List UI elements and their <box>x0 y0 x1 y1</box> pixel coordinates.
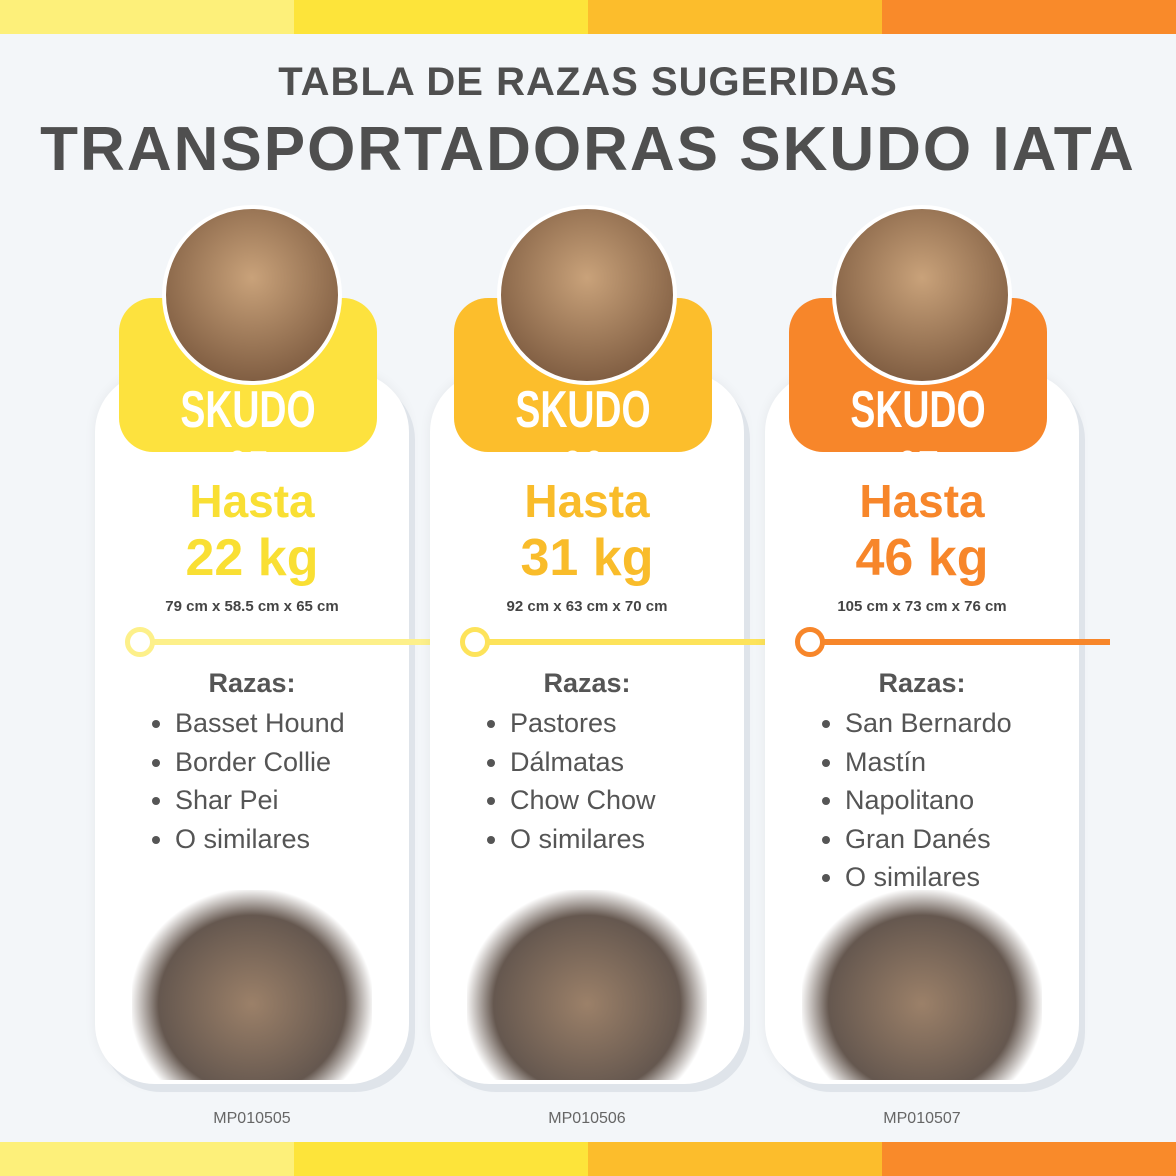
dogs-photo <box>802 890 1042 1080</box>
breed-list: San BernardoMastínNapolitanoGran DanésO … <box>817 704 1012 897</box>
breed: Gran Danés <box>845 820 1012 859</box>
breed: O similares <box>845 858 1012 897</box>
breed: Chow Chow <box>510 781 656 820</box>
breed: San Bernardo <box>845 704 1012 743</box>
breed: Napolitano <box>845 781 1012 820</box>
product-code: MP010506 <box>548 1110 626 1127</box>
top-strip <box>0 0 1176 34</box>
timeline-dot <box>125 627 155 657</box>
razas-label: Razas: <box>878 668 966 698</box>
dimensions: 105 cm x 73 cm x 76 cm <box>837 598 1007 615</box>
dogs-photo <box>132 890 372 1080</box>
max-weight: 22 kg <box>185 529 319 587</box>
hasta-label: Hasta <box>859 475 985 527</box>
hasta-label: Hasta <box>524 475 650 527</box>
breed: Basset Hound <box>175 704 345 743</box>
razas-label: Razas: <box>208 668 296 698</box>
razas-label: Razas: <box>543 668 631 698</box>
subtitle: TABLA DE RAZAS SUGERIDAS <box>278 60 898 104</box>
max-weight: 31 kg <box>520 529 654 587</box>
dog-photo <box>832 205 1012 385</box>
breed: Mastín <box>845 743 1012 782</box>
timeline <box>135 639 470 645</box>
timeline-dot <box>795 627 825 657</box>
breed: Shar Pei <box>175 781 345 820</box>
max-weight: 46 kg <box>855 529 989 587</box>
model-name: SKUDO 07 <box>850 381 986 499</box>
breed-list: PastoresDálmatasChow ChowO similares <box>482 704 656 858</box>
dimensions: 79 cm x 58.5 cm x 65 cm <box>165 598 339 615</box>
bottom-strip <box>0 1142 1176 1176</box>
breed: Dálmatas <box>510 743 656 782</box>
breed: O similares <box>175 820 345 859</box>
breed: O similares <box>510 820 656 859</box>
model-name: SKUDO 06 <box>515 381 651 499</box>
dogs-photo <box>467 890 707 1080</box>
model-name: SKUDO 05 <box>180 381 316 499</box>
dog-photo <box>162 205 342 385</box>
dog-photo <box>497 205 677 385</box>
timeline <box>470 639 805 645</box>
product-code: MP010505 <box>213 1110 291 1127</box>
hasta-label: Hasta <box>189 475 315 527</box>
dimensions: 92 cm x 63 cm x 70 cm <box>506 598 668 615</box>
product-code: MP010507 <box>883 1110 961 1127</box>
breed-list: Basset HoundBorder CollieShar PeiO simil… <box>147 704 345 858</box>
breed: Pastores <box>510 704 656 743</box>
breed: Border Collie <box>175 743 345 782</box>
timeline <box>805 639 1110 645</box>
timeline-dot <box>460 627 490 657</box>
title: TRANSPORTADORAS SKUDO IATA <box>40 115 1136 184</box>
